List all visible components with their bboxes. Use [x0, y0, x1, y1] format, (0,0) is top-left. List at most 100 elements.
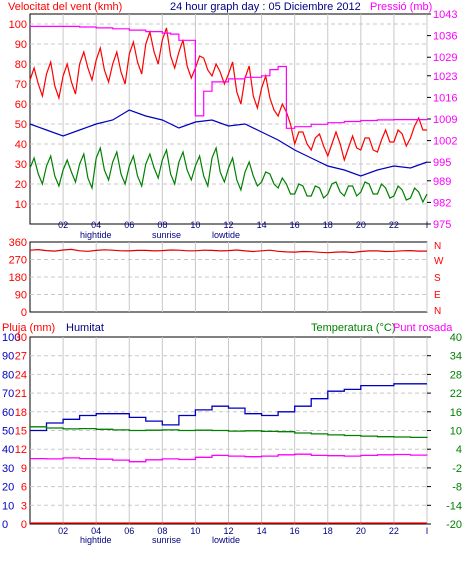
wind-tick-label: 20	[15, 179, 27, 191]
temperature-tick-label: 22	[450, 388, 462, 400]
hour-tick-label-top: 02	[58, 220, 68, 230]
humidity-line	[30, 383, 427, 432]
hour-tick-label-bottom: 20	[356, 526, 366, 536]
humidity-tick-label: 90	[2, 351, 14, 363]
event-hightide-top: hightide	[80, 230, 112, 240]
humidity-tick-label: 40	[2, 444, 14, 456]
hour-tick-label-top: 06	[124, 220, 134, 230]
humidity-tick-label: 60	[2, 407, 14, 419]
rain-tick-label: 12	[15, 444, 27, 456]
humidity-tick-label: 50	[2, 426, 14, 438]
rain-tick-label: 0	[21, 519, 27, 531]
hour-tick-label-bottom: 18	[323, 526, 333, 536]
temperature-tick-label: -20	[446, 519, 462, 531]
compass-label-w: W	[434, 256, 444, 267]
hour-tick-label-bottom: 10	[190, 526, 200, 536]
dewpoint-line	[30, 453, 428, 463]
hour-tick-label-top: 22	[389, 220, 399, 230]
pressure-line	[30, 25, 427, 129]
hour-tick-label-top: I	[426, 220, 429, 230]
humidity-tick-label: 20	[2, 482, 14, 494]
temperature-tick-label: 16	[450, 407, 462, 419]
rain-tick-label: 6	[21, 482, 27, 494]
temperature-tick-label: 28	[450, 369, 462, 381]
direction-tick-label: 270	[9, 255, 27, 267]
pressure-tick-label: 982	[433, 197, 451, 209]
pressure-tick-label: 975	[433, 219, 451, 231]
temperature-line	[30, 426, 428, 439]
event-hightide-bottom: hightide	[80, 535, 112, 545]
pressure-tick-label: 1016	[433, 92, 457, 104]
direction-tick-label: 180	[9, 272, 27, 284]
wind-tick-label: 90	[15, 39, 27, 51]
hour-tick-label-bottom: I	[426, 526, 429, 536]
humidity-tick-label: 10	[2, 500, 14, 512]
hour-tick-label-bottom: 02	[58, 526, 68, 536]
rain-tick-label: 15	[15, 426, 27, 438]
hour-tick-label-bottom: 12	[223, 526, 233, 536]
pressure-tick-label: 1023	[433, 71, 457, 83]
temperature-axis-title: Temperatura (°C)	[311, 322, 395, 334]
hour-tick-label-top: 14	[257, 220, 267, 230]
rain-tick-label: 24	[15, 369, 27, 381]
hour-tick-label-bottom: 08	[157, 526, 167, 536]
wind-tick-label: 40	[15, 139, 27, 151]
temperature-tick-label: 40	[450, 332, 462, 344]
rain-axis-title: Pluja (mm)	[2, 322, 55, 334]
avg_wind-line	[29, 109, 428, 177]
humidity-tick-label: 100	[2, 332, 20, 344]
event-lowtide-bottom: lowtide	[212, 535, 240, 545]
hour-tick-label-bottom: 22	[389, 526, 399, 536]
pressure-tick-label: 995	[433, 157, 451, 169]
humidity-tick-label: 70	[2, 388, 14, 400]
wind-tick-label: 10	[15, 199, 27, 211]
temperature-tick-label: -8	[452, 482, 462, 494]
pressure-tick-label: 1029	[433, 52, 457, 64]
direction-tick-label: 360	[9, 237, 27, 249]
temperature-tick-label: 34	[450, 351, 462, 363]
hour-tick-label-top: 04	[91, 220, 101, 230]
rain-tick-label: 9	[21, 463, 27, 475]
hour-tick-label-top: 12	[223, 220, 233, 230]
pressure-tick-label: 989	[433, 176, 451, 188]
pressure-tick-label: 1009	[433, 114, 457, 126]
temperature-tick-label: -2	[452, 463, 462, 475]
event-sunrise-bottom: sunrise	[152, 535, 181, 545]
humidity-tick-label: 0	[2, 519, 8, 531]
wind-tick-label: 60	[15, 99, 27, 111]
wind-tick-label: 70	[15, 79, 27, 91]
hour-tick-label-top: 18	[323, 220, 333, 230]
rain-tick-label: 18	[15, 407, 27, 419]
hour-tick-label-bottom: 06	[124, 526, 134, 536]
wind-tick-label: 30	[15, 159, 27, 171]
wind-tick-label: 50	[15, 119, 27, 131]
hour-tick-label-bottom: 16	[290, 526, 300, 536]
rain-tick-label: 21	[15, 388, 27, 400]
compass-label-n-top: N	[434, 241, 441, 252]
compass-label-e: E	[434, 290, 441, 301]
hour-tick-label-top: 16	[290, 220, 300, 230]
hour-tick-label-top: 08	[157, 220, 167, 230]
pressure-tick-label: 1002	[433, 136, 457, 148]
event-sunrise-top: sunrise	[152, 230, 181, 240]
humidity-tick-label: 80	[2, 369, 14, 381]
compass-label-s: S	[434, 273, 441, 284]
wind-speed-title: Velocitat del vent (kmh)	[8, 1, 122, 13]
pressure-tick-label: 1036	[433, 31, 457, 43]
compass-label-n-bottom: N	[434, 306, 441, 317]
graph-title: 24 hour graph day : 05 Diciembre 2012	[170, 1, 361, 13]
pressure-tick-label: 1043	[433, 9, 457, 21]
humidity-tick-label: 30	[2, 463, 14, 475]
temperature-tick-label: -14	[446, 500, 462, 512]
dewpoint-axis-title: Punt rosada	[393, 322, 453, 334]
wind-tick-label: 80	[15, 59, 27, 71]
hour-tick-label-bottom: 14	[257, 526, 267, 536]
gust-line	[29, 27, 427, 163]
rain-tick-label: 30	[15, 332, 27, 344]
rain-tick-label: 3	[21, 500, 27, 512]
humidity-axis-title: Humitat	[66, 322, 104, 334]
temperature-tick-label: 4	[456, 444, 462, 456]
hour-tick-label-bottom: 04	[91, 526, 101, 536]
wind-direction-line	[29, 248, 427, 254]
temperature-tick-label: 10	[450, 426, 462, 438]
